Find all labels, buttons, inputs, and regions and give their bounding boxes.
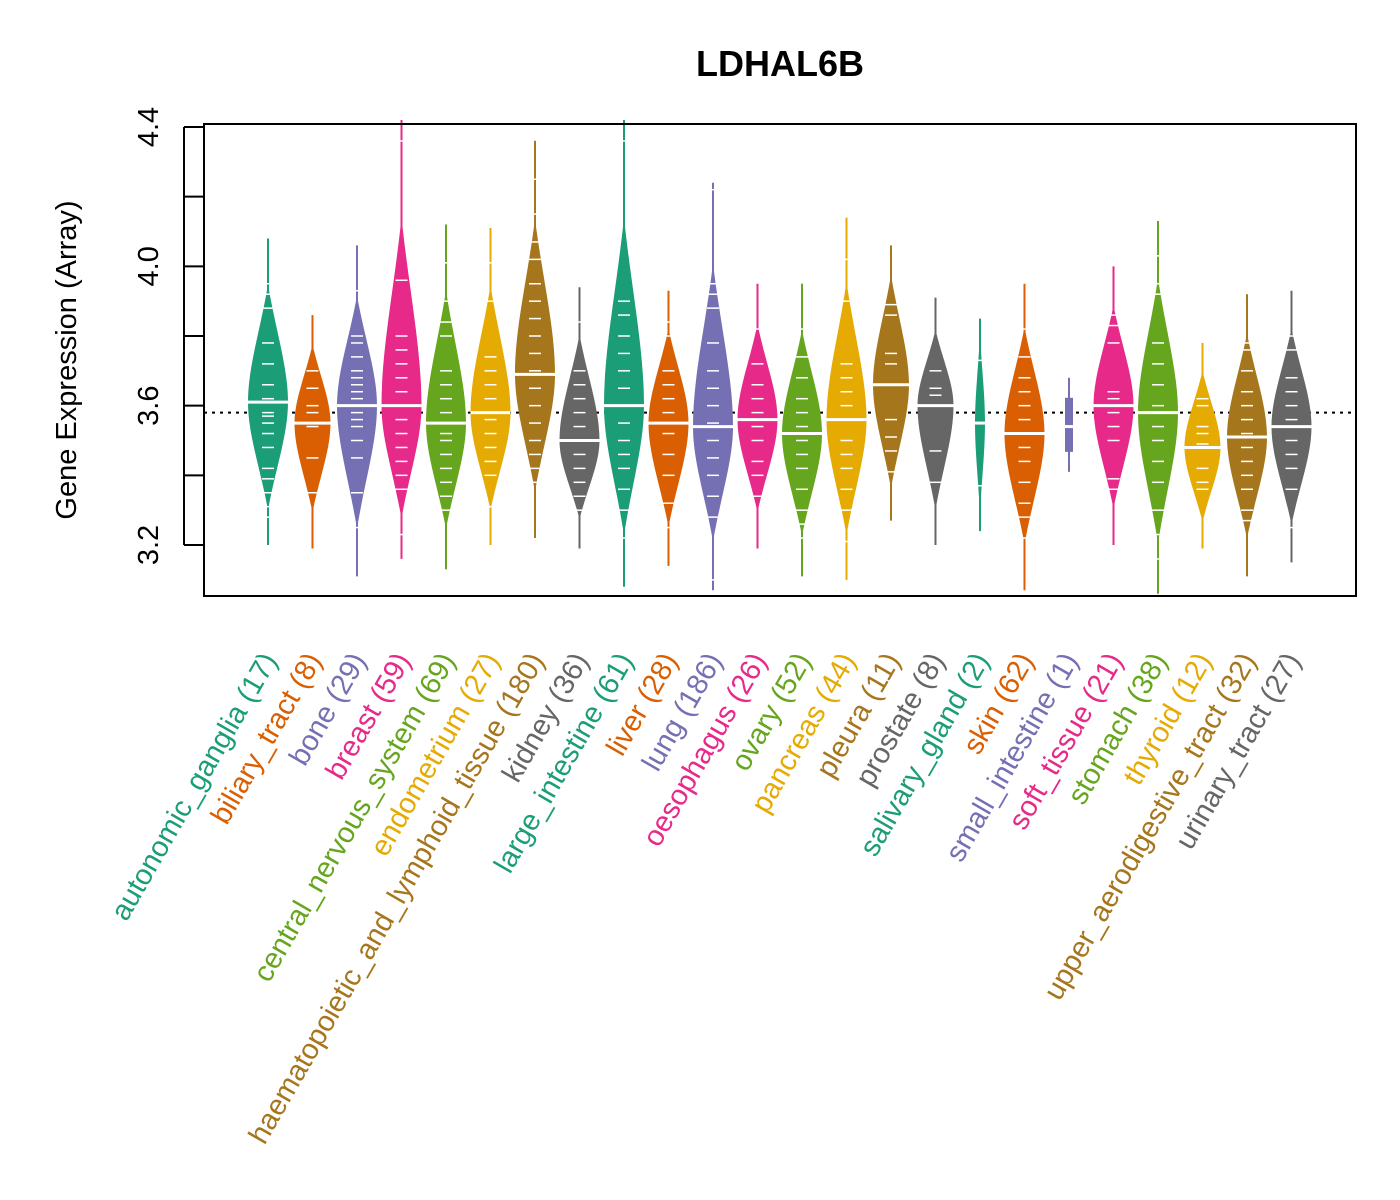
violin-body <box>515 218 555 493</box>
violin-body <box>826 281 867 536</box>
violin-haematopoietic_and_lymphoid_tissue <box>515 140 555 539</box>
violin-large_intestine <box>604 120 644 587</box>
violin-autonomic_ganglia <box>248 238 288 545</box>
violin-central_nervous_system <box>426 224 466 570</box>
violin-pleura <box>873 245 909 521</box>
y-tick-label: 4.0 <box>133 246 165 286</box>
violin-skin <box>1004 283 1045 591</box>
x-axis-labels: autonomic_ganglia (17)biliary_tract (8)b… <box>105 648 1308 1150</box>
y-tick-label: 4.4 <box>133 107 165 147</box>
y-axis: 3.2 3.6 4.0 4.4 <box>133 107 204 565</box>
violin-body <box>426 290 466 529</box>
violin-layer <box>248 120 1312 594</box>
violin-stomach <box>1138 221 1178 594</box>
violin-body <box>917 329 954 511</box>
violin-body <box>1138 278 1178 544</box>
violin-liver <box>648 290 689 566</box>
violin-body <box>693 263 733 542</box>
violin-body <box>1065 397 1073 452</box>
violin-body <box>648 328 689 527</box>
violin-thyroid <box>1184 342 1221 549</box>
violin-body <box>1004 326 1045 545</box>
chart-title: LDHAL6B <box>696 43 864 84</box>
violin-upper_aerodigestive_tract <box>1227 294 1267 577</box>
violin-body <box>381 217 422 519</box>
violin-breast <box>381 120 422 559</box>
violin-lung <box>693 182 733 591</box>
violin-ovary <box>782 283 822 577</box>
violin-kidney <box>559 287 600 549</box>
violin-pancreas <box>826 217 867 580</box>
violin-urinary_tract <box>1271 290 1312 563</box>
violin-oesophagus <box>737 283 778 549</box>
violin-small_intestine <box>1063 377 1075 472</box>
plot-frame <box>203 123 1357 597</box>
violin-salivary_gland <box>974 318 986 532</box>
violin-body <box>294 344 331 513</box>
violin-body <box>470 285 511 511</box>
violin-endometrium <box>470 228 511 545</box>
y-tick-label: 3.2 <box>133 525 165 565</box>
violin-body <box>248 284 288 511</box>
y-tick-label: 3.6 <box>133 386 165 426</box>
violin-prostate <box>917 297 954 545</box>
violin-biliary_tract <box>294 315 331 549</box>
violin-bone <box>337 245 377 577</box>
violin-body <box>604 217 644 536</box>
violin-soft_tissue <box>1093 266 1134 545</box>
y-axis-label: Gene Expression (Array) <box>51 200 83 519</box>
violin-body <box>873 274 909 489</box>
